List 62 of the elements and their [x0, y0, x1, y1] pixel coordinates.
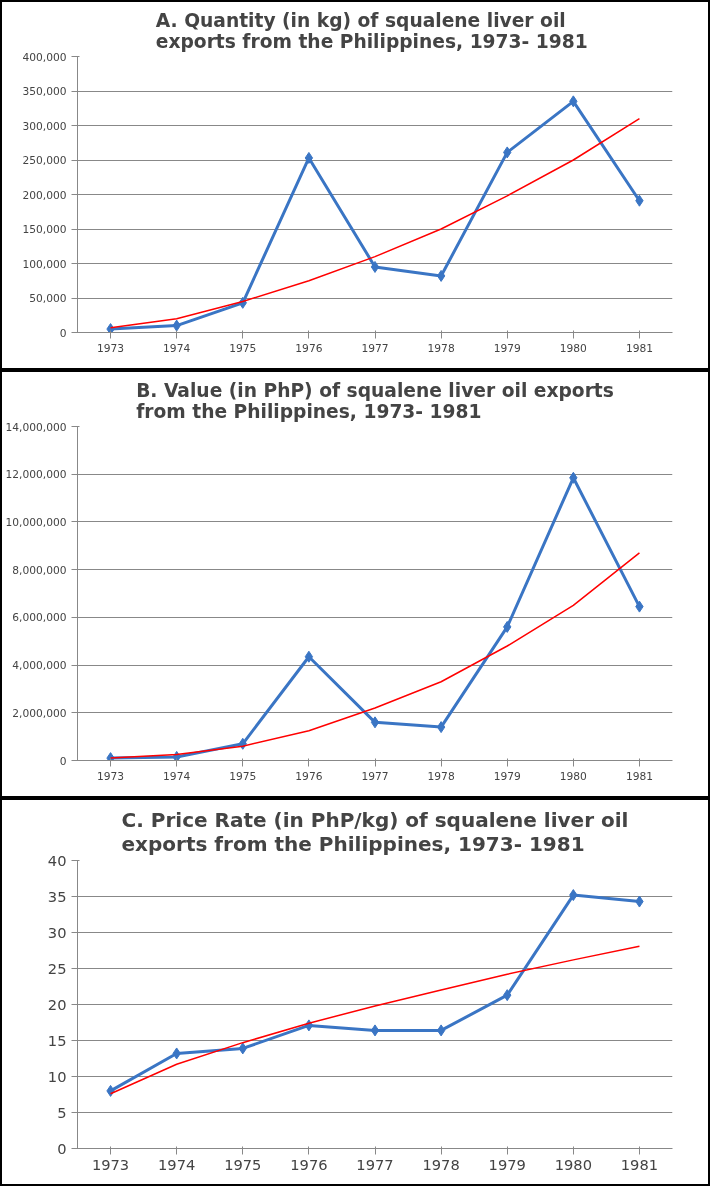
y-tick-label: 50,000: [29, 292, 67, 305]
point: [304, 650, 314, 663]
x-tick-label: 1978: [427, 769, 455, 783]
point: [172, 750, 181, 761]
y-tick-label: 15: [47, 1031, 67, 1049]
y-tick-label: 200,000: [22, 188, 67, 202]
x-tick-label: 1981: [625, 341, 654, 355]
x-tick-label: 1980: [559, 769, 588, 783]
y-tick-label: 0: [59, 326, 67, 340]
y-tick-label: 300,000: [22, 119, 67, 133]
y-tick-label: 10: [47, 1067, 67, 1085]
x-tick-label: 1981: [620, 1155, 659, 1173]
point: [436, 721, 446, 734]
x-tick-label: 1975: [224, 1155, 262, 1173]
x-tick-label: 1977: [361, 769, 389, 783]
y-tick-label: 4,000,000: [12, 659, 67, 673]
x-tick-label: 1974: [163, 769, 191, 783]
x-tick-label: 1977: [356, 1155, 394, 1173]
y-tick-label: 250,000: [22, 154, 67, 167]
y-tick-label: 30: [47, 923, 67, 941]
x-tick-label: 1978: [427, 341, 455, 355]
x-tick-label: 1980: [554, 1155, 592, 1173]
x-tick-label: 1976: [290, 1155, 328, 1173]
y-tick-label: 150,000: [22, 223, 67, 236]
y-tick-label: 350,000: [22, 85, 67, 98]
y-tick-label: 12,000,000: [5, 468, 67, 482]
y-tick-label: 100,000: [22, 257, 67, 271]
y-tick-label: 8,000,000: [12, 563, 67, 577]
y-tick-label: 400,000: [22, 50, 67, 64]
chart-title: B. Value (in PhP) of squalene liver oil exports from the Philippines, 1973- 1981: [136, 379, 614, 422]
x-tick-label: 1973: [97, 769, 125, 783]
x-tick-label: 1979: [493, 769, 521, 783]
x-tick-label: 1974: [163, 341, 191, 355]
y-tick-label: 14,000,000: [5, 420, 67, 434]
y-tick-label: 5: [57, 1103, 67, 1121]
x-tick-label: 1979: [493, 341, 521, 355]
x-tick-label: 1973: [91, 1155, 130, 1173]
x-tick-label: 1977: [361, 341, 389, 355]
x-tick-label: 1979: [488, 1155, 526, 1173]
y-tick-label: 6,000,000: [12, 611, 67, 625]
y-tick-label: 2,000,000: [12, 706, 67, 720]
x-tick-label: 1975: [229, 341, 257, 355]
y-tick-label: 40: [47, 851, 67, 869]
x-tick-label: 1976: [295, 341, 323, 355]
y-tick-label: 25: [47, 959, 67, 977]
y-tick-label: 0: [59, 754, 67, 768]
x-tick-label: 1978: [422, 1155, 460, 1173]
x-tick-label: 1981: [625, 769, 654, 783]
point: [370, 260, 380, 273]
y-tick-label: 0: [57, 1139, 67, 1157]
x-tick-label: 1976: [295, 769, 323, 783]
y-tick-label: 20: [47, 995, 67, 1013]
point: [304, 151, 314, 164]
chart-title: A. Quantity (in kg) of squalene liver oil exports from the Philippines, 1973- 1981: [155, 9, 588, 52]
y-tick-label: 10,000,000: [5, 515, 67, 529]
x-tick-label: 1980: [559, 341, 588, 355]
chart-title: C. Price Rate (in PhP/kg) of squalene liver oil exports from the Philippines, 1973- 1981: [121, 807, 629, 856]
x-tick-label: 1973: [97, 341, 125, 355]
y-tick-label: 35: [47, 887, 67, 905]
x-tick-label: 1974: [158, 1155, 196, 1173]
point: [106, 323, 115, 333]
x-tick-label: 1975: [229, 769, 257, 783]
